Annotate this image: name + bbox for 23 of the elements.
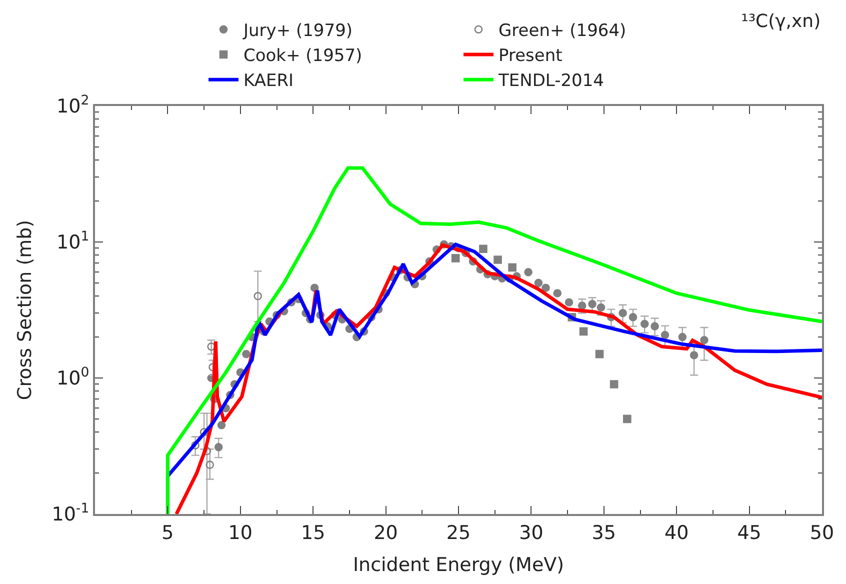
legend-label: Jury+ (1979): [242, 21, 353, 42]
x-tick-label: 50: [810, 522, 834, 544]
x-tick-label: 35: [592, 522, 616, 544]
y-tick-label: 10$^{1}$: [56, 230, 90, 254]
x-axis-title: Incident Energy (MeV): [352, 554, 564, 576]
x-tick-label: 5: [162, 522, 174, 544]
x-tick-label: 10: [228, 522, 252, 544]
y-tick-label: 10$^{2}$: [56, 94, 90, 118]
x-tick-label: 45: [737, 522, 762, 544]
y-axis-title: Cross Section (mb): [14, 220, 36, 400]
x-tick-label: 40: [664, 522, 689, 544]
legend-label: Cook+ (1957): [244, 46, 362, 66]
y-tick-label: 10$^{0}$: [56, 366, 90, 390]
legend-label: KAERI: [244, 71, 294, 92]
x-tick-label: 25: [446, 522, 471, 544]
y-tick-label: 10$^{-1}$: [52, 502, 90, 526]
chart-title: ¹³C(γ,xn): [741, 11, 821, 32]
legend-label: Green+ (1964): [498, 21, 626, 42]
legend-label: Present: [498, 46, 563, 66]
x-tick-label: 30: [519, 522, 544, 544]
legend-label: TENDL-2014: [498, 71, 604, 92]
x-tick-label: 20: [374, 522, 398, 544]
x-tick-label: 15: [301, 522, 326, 544]
